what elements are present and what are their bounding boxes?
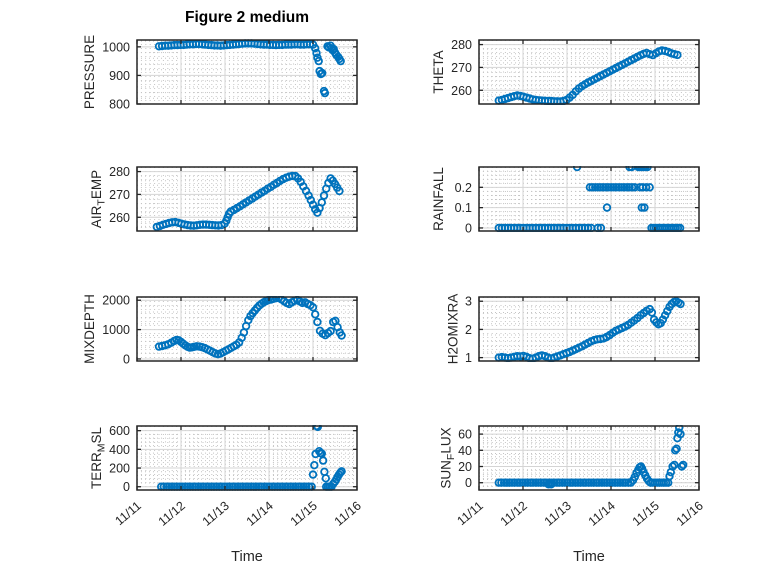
ylabel-sun-flux: SUNFLUX (438, 427, 457, 488)
x-tick-label: 11/11 (112, 499, 144, 529)
axes-box (478, 39, 700, 105)
y-tick-label: 800 (109, 98, 130, 112)
subplot-pressure: 800 900 1000 PRESSURE (82, 35, 358, 112)
mixdepth-series (154, 296, 346, 359)
axes-box (136, 425, 358, 491)
y-tick-label: 400 (109, 443, 130, 457)
ylabel-pressure: PRESSURE (82, 35, 97, 109)
figure-title: Figure 2 medium (184, 9, 310, 26)
y-tick-label: 2 (465, 323, 472, 337)
y-tick-label: 270 (109, 188, 130, 202)
subplot-theta: 260 270 280 THETA (431, 38, 700, 105)
x-tick-label: 11/12 (156, 499, 188, 529)
axes-box (478, 425, 700, 491)
y-tick-label: 3 (465, 295, 472, 309)
x-tick-label: 11/16 (332, 499, 364, 529)
x-tick-label: 11/11 (454, 499, 486, 529)
y-tick-label: 0 (123, 352, 130, 366)
subplot-sun-flux: 0 20 40 60 11/11 11/12 11/13 11/14 11/15 11/16 SUN… (438, 425, 706, 529)
y-tick-label: 20 (458, 460, 472, 474)
x-tick-label: 11/13 (200, 499, 232, 529)
x-tick-label: 11/16 (674, 499, 706, 529)
y-tick-label: 1 (465, 351, 472, 365)
x-tick-label: 11/14 (244, 499, 276, 529)
tick-marks (136, 40, 358, 105)
tick-marks (478, 167, 700, 231)
y-tick-label: 1000 (102, 40, 130, 54)
x-tick-label: 11/15 (288, 499, 320, 529)
x-tick-label: 11/14 (586, 499, 618, 529)
y-tick-label: 0.2 (455, 181, 472, 195)
y-tick-label: 60 (458, 428, 472, 442)
minor-grid (479, 426, 699, 490)
major-grid (479, 167, 699, 231)
major-grid (479, 40, 699, 104)
subplot-rainfall: 0 0.1 0.2 RAINFALL (431, 166, 700, 235)
y-tick-label: 40 (458, 444, 472, 458)
tick-marks (478, 297, 700, 361)
y-tick-label: 0.1 (455, 201, 472, 215)
theta-series (494, 46, 682, 105)
tick-marks (136, 167, 358, 231)
y-tick-label: 260 (451, 84, 472, 98)
y-tick-label: 0 (465, 476, 472, 490)
tick-marks (136, 297, 358, 361)
tick-marks (136, 426, 358, 490)
y-tick-label: 270 (451, 61, 472, 75)
y-tick-label: 260 (109, 211, 130, 225)
minor-grid (479, 167, 699, 231)
minor-grid (137, 167, 357, 231)
tick-marks (478, 426, 700, 490)
ylabel-rainfall: RAINFALL (431, 167, 446, 231)
ylabel-theta: THETA (431, 50, 446, 93)
subplot-h2omixra: 1 2 3 H2OMIXRA (446, 294, 700, 365)
ylabel-terr-msl: TERRMSL (89, 427, 108, 490)
y-tick-label: 900 (109, 69, 130, 83)
pressure-series (154, 39, 345, 98)
xlabel-time-left: Time (231, 549, 263, 565)
y-tick-label: 280 (451, 38, 472, 52)
axes-box (478, 166, 700, 232)
x-tick-label: 11/12 (498, 499, 530, 529)
y-tick-label: 200 (109, 462, 130, 476)
sun-flux-series (494, 425, 688, 489)
subplot-terr-msl: 0 200 400 600 11/11 11/12 11/13 11/14 11/15 11/16… (89, 424, 364, 529)
ylabel-mixdepth: MIXDEPTH (82, 294, 97, 364)
x-tick-label: 11/15 (630, 499, 662, 529)
y-tick-label: 600 (109, 424, 130, 438)
xlabel-time-right: Time (573, 549, 605, 565)
axes-box (136, 166, 358, 232)
y-tick-label: 280 (109, 165, 130, 179)
major-grid (479, 297, 699, 361)
tick-marks (478, 40, 700, 104)
subplot-mixdepth: 0 1000 2000 MIXDEPTH (82, 294, 358, 366)
ylabel-air-temp: AIRTEMP (89, 170, 108, 228)
air-temp-series (152, 171, 344, 232)
y-tick-label: 2000 (102, 294, 130, 308)
y-tick-label: 0 (123, 480, 130, 494)
axes-box (136, 39, 358, 105)
y-tick-label: 1000 (102, 323, 130, 337)
y-tick-label: 0 (465, 221, 472, 235)
x-tick-label: 11/13 (542, 499, 574, 529)
ylabel-h2omixra: H2OMIXRA (446, 294, 461, 365)
